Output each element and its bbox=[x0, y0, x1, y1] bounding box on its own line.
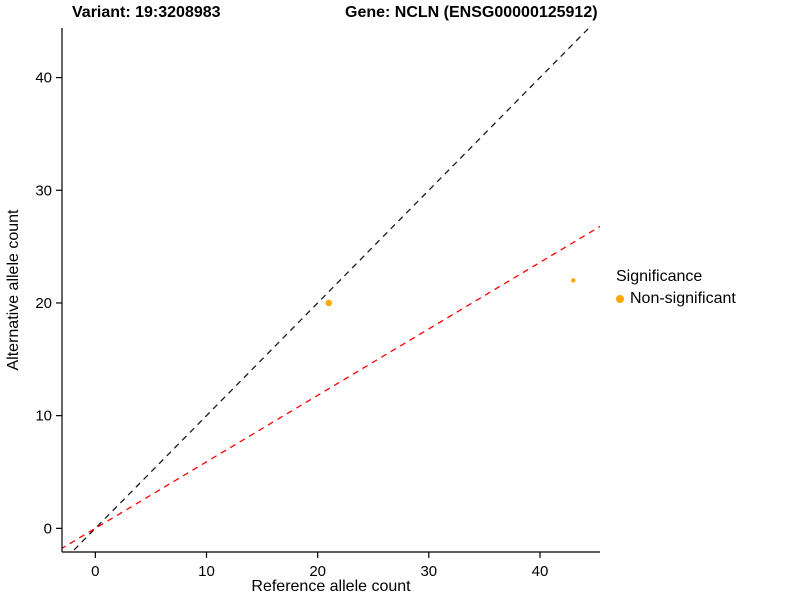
legend-title: Significance bbox=[616, 268, 703, 285]
x-tick-label: 40 bbox=[532, 563, 549, 580]
x-tick-label: 10 bbox=[198, 563, 215, 580]
x-tick-label: 20 bbox=[309, 563, 326, 580]
data-point-1 bbox=[571, 278, 576, 283]
data-point-0 bbox=[325, 299, 332, 307]
x-axis-title: Reference allele count bbox=[251, 578, 411, 595]
y-axis-title: Alternative allele count bbox=[5, 209, 22, 371]
y-tick-label: 0 bbox=[44, 520, 52, 537]
x-tick-label: 0 bbox=[91, 563, 99, 580]
y-tick-label: 30 bbox=[35, 182, 52, 199]
allele-ratio-line bbox=[62, 225, 600, 550]
y-tick-label: 40 bbox=[35, 70, 52, 87]
x-tick-label: 30 bbox=[420, 563, 437, 580]
gene-title: Gene: NCLN (ENSG00000125912) bbox=[345, 4, 598, 21]
legend-point-icon bbox=[616, 295, 624, 303]
y-tick-label: 20 bbox=[35, 295, 52, 312]
legend: Significance Non-significant bbox=[616, 268, 736, 308]
y-tick-label: 10 bbox=[35, 408, 52, 425]
legend-item-non-significant: Non-significant bbox=[616, 290, 736, 308]
legend-item-label: Non-significant bbox=[630, 290, 736, 307]
variant-title: Variant: 19:3208983 bbox=[72, 4, 221, 21]
identity-diagonal-line bbox=[71, 28, 590, 552]
